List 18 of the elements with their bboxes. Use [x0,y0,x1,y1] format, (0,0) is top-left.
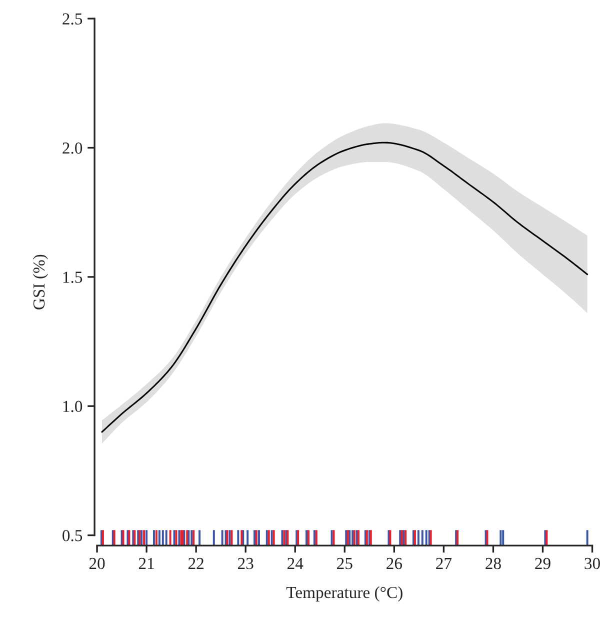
y-tick-label: 0.5 [62,530,82,542]
y-tick-label: 2.0 [62,142,82,154]
x-tick-label: 29 [535,558,550,570]
x-tick-label: 28 [486,558,501,570]
y-axis-title: GSI (%) [32,254,48,310]
y-tick-label: 1.0 [63,400,82,412]
x-tick-label: 27 [436,558,452,569]
x-axis-title: Temperature (°C) [286,586,402,602]
x-tick-label: 20 [89,558,105,570]
x-tick-label: 30 [584,558,600,570]
y-tick-label: 2.5 [62,13,82,25]
x-tick-label: 23 [238,558,254,570]
x-tick-label: 21 [138,558,154,569]
x-tick-label: 26 [386,558,402,570]
x-tick-label: 22 [188,558,204,569]
x-tick-label: 25 [337,558,352,570]
x-tick-label: 24 [288,558,304,569]
y-tick-label: 1.5 [63,272,82,283]
